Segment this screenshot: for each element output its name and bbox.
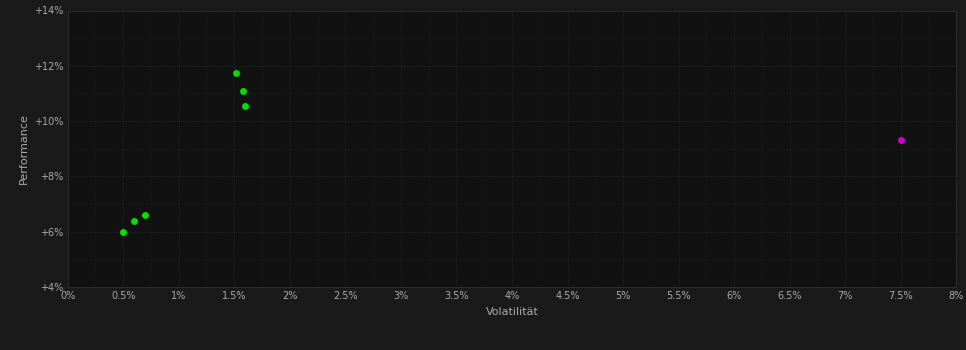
Point <box>238 103 253 109</box>
Y-axis label: Performance: Performance <box>18 113 28 184</box>
Point <box>236 88 251 93</box>
X-axis label: Volatilität: Volatilität <box>486 307 538 317</box>
Point <box>127 218 142 223</box>
Point <box>893 138 908 143</box>
Point <box>116 229 131 234</box>
Point <box>229 70 244 76</box>
Point <box>138 212 154 218</box>
